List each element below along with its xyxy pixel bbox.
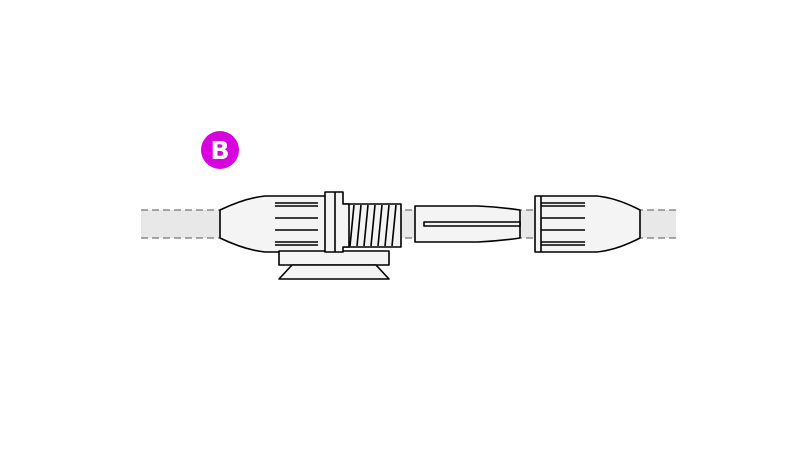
bulkhead-threaded-body bbox=[324, 191, 402, 253]
right-nut-outline bbox=[534, 195, 641, 253]
left-cable-gland-nut bbox=[219, 195, 327, 253]
split-sealing-insert bbox=[414, 205, 521, 243]
mounting-base bbox=[278, 250, 390, 280]
left-nut-outline bbox=[219, 195, 327, 253]
right-cable-gland-nut bbox=[534, 195, 641, 253]
step-badge: B bbox=[201, 131, 239, 169]
insert-slot bbox=[423, 221, 521, 227]
step-badge-label: B bbox=[210, 136, 230, 165]
thread-lines bbox=[349, 204, 397, 247]
cable-right-segment bbox=[638, 210, 676, 238]
body-flange bbox=[324, 191, 350, 253]
base-foot bbox=[278, 264, 390, 280]
base-top-plate bbox=[278, 250, 390, 266]
cable-left-segment bbox=[141, 210, 223, 238]
